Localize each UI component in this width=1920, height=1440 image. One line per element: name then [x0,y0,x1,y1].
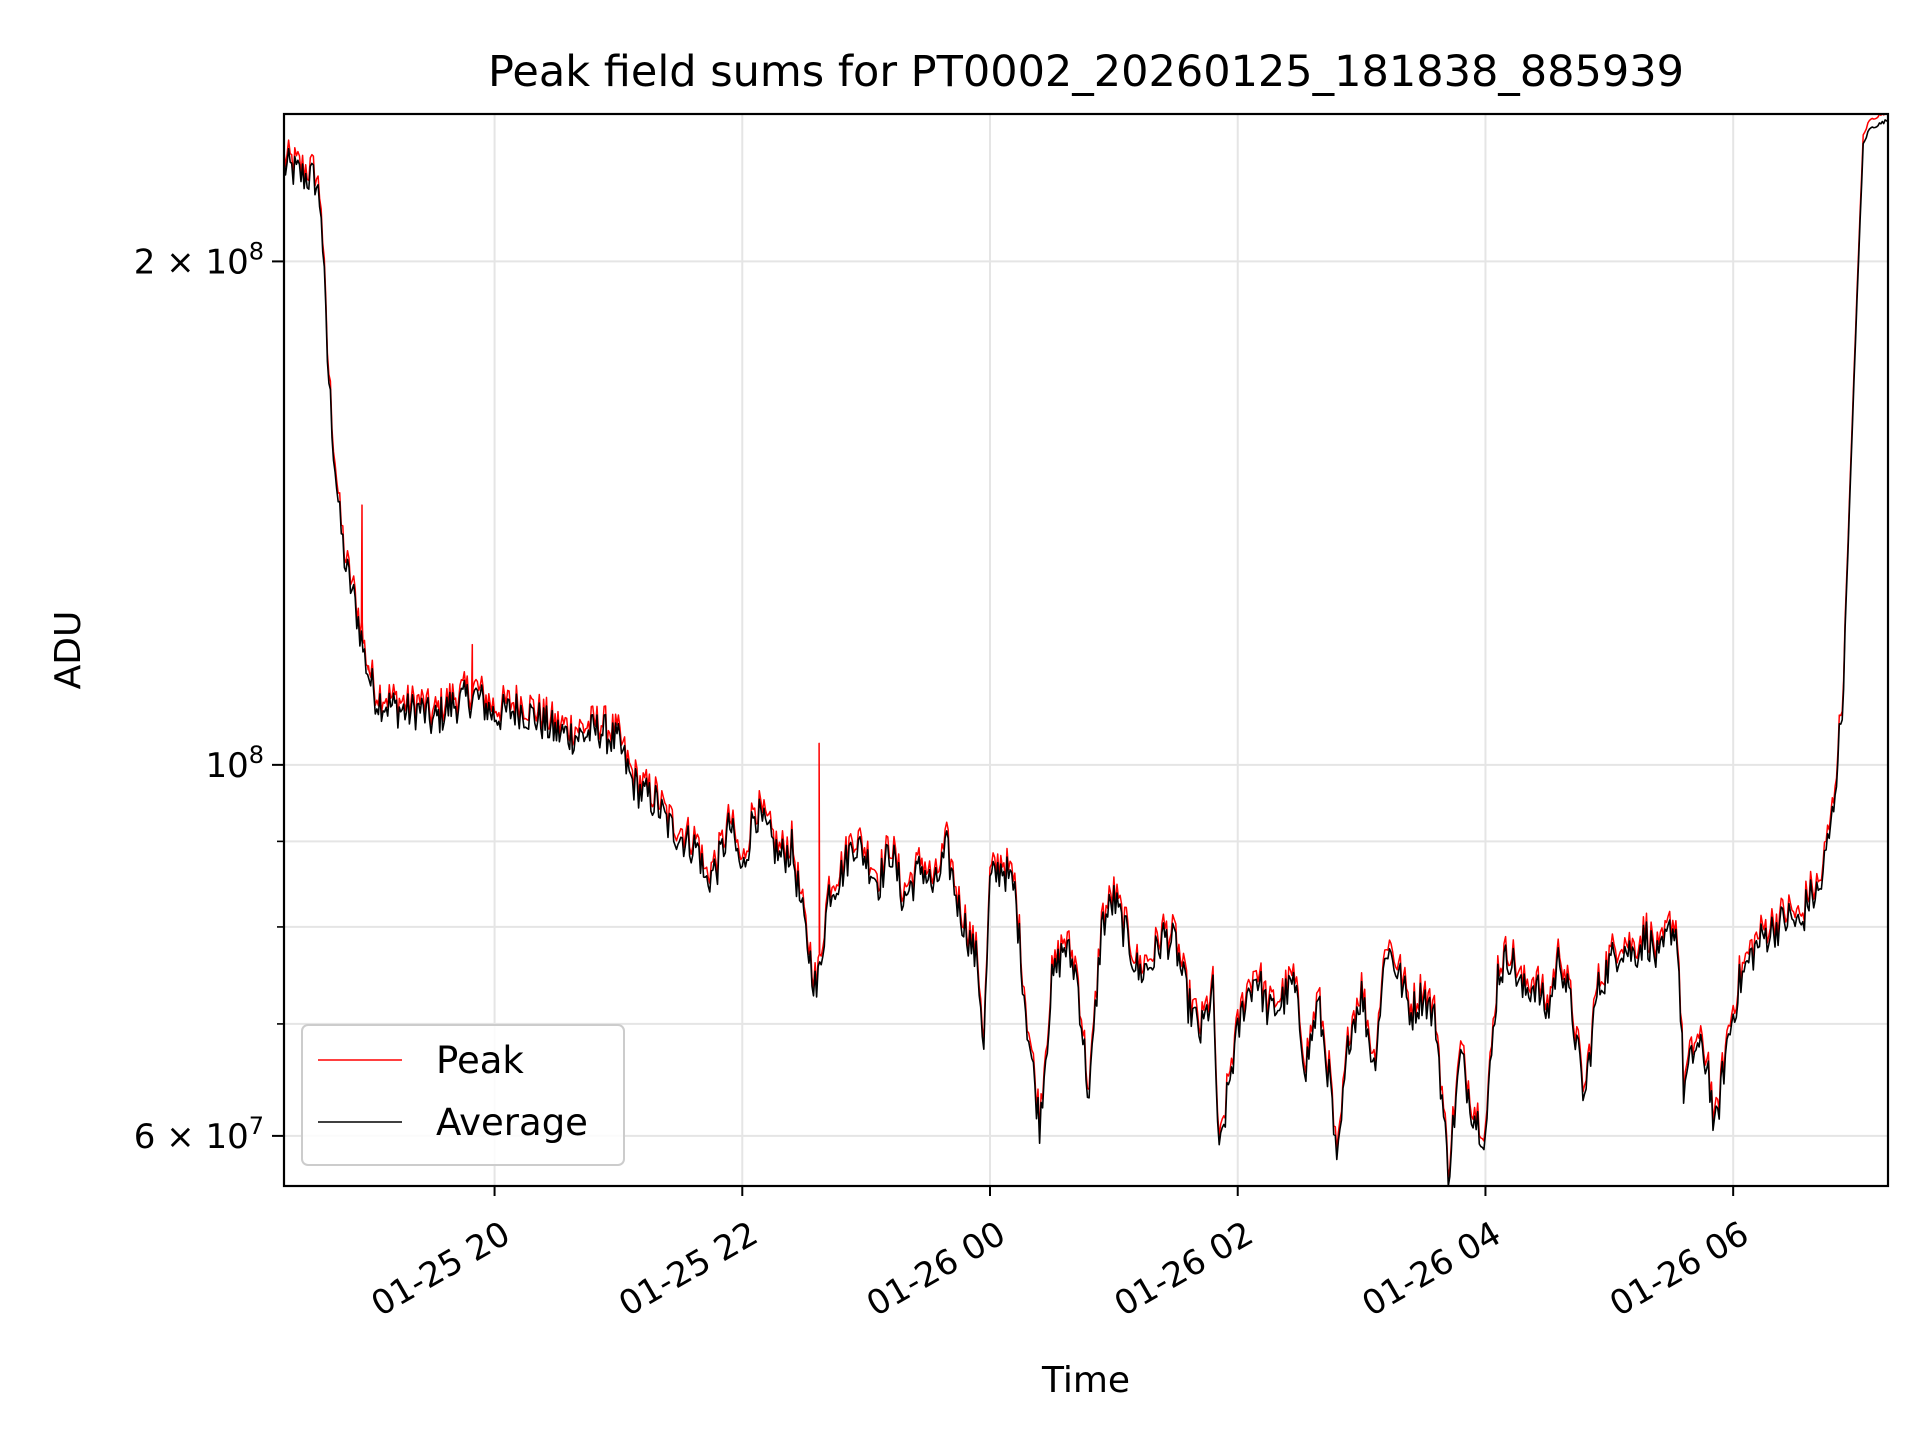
chart-title: Peak field sums for PT0002_20260125_1818… [488,47,1684,97]
y-tick-label: 2 × 108 [134,237,264,282]
legend-peak-label: Peak [436,1039,524,1082]
y-tick-label: 108 [205,741,264,786]
legend-average-label: Average [436,1101,588,1144]
plot-frame [282,112,1890,1188]
y-axis-label: ADU [48,611,89,690]
legend: Peak Average [301,1024,625,1166]
average-series-line [283,119,1889,1187]
x-axis-label: Time [1041,1360,1130,1401]
series-layer [283,113,1889,1187]
y-tick-label: 6 × 107 [134,1112,264,1157]
